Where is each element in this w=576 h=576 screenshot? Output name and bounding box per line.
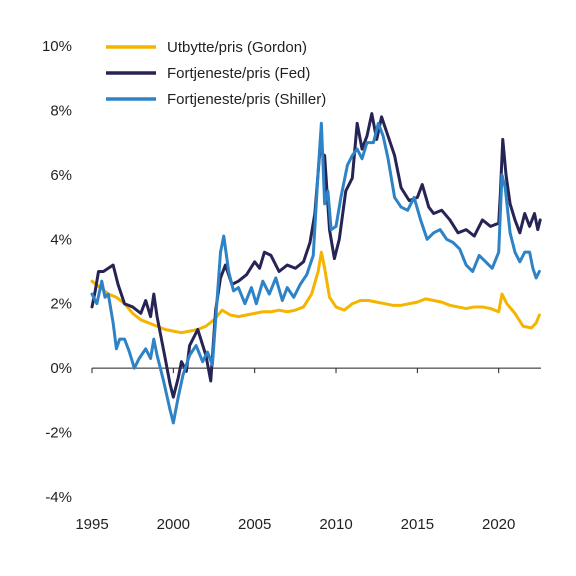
x-ticks: 1995 2000 2005 2010 2015 2020 [75, 368, 515, 533]
y-tick-label: 8% [50, 102, 72, 119]
y-tick-label: 0% [50, 360, 72, 377]
y-tick-label: 4% [50, 231, 72, 248]
legend-label-2: Fortjeneste/pris (Fed) [167, 65, 310, 82]
legend-label-1: Utbytte/pris (Gordon) [167, 39, 307, 56]
y-tick-label: -2% [45, 425, 72, 442]
series-group [90, 112, 542, 425]
legend: Utbytte/pris (Gordon) Fortjeneste/pris (F… [106, 39, 326, 108]
y-tick-label: 6% [50, 167, 72, 184]
legend-label-3: Fortjeneste/pris (Shiller) [167, 91, 326, 108]
series-line-2 [90, 112, 542, 399]
x-tick-label: 2005 [238, 516, 271, 533]
x-tick-label: 1995 [75, 516, 108, 533]
x-tick-label: 2010 [319, 516, 352, 533]
y-tick-label: 10% [42, 38, 72, 55]
x-tick-label: 2015 [401, 516, 434, 533]
x-tick-label: 2020 [482, 516, 515, 533]
x-tick-label: 2000 [157, 516, 190, 533]
y-tick-label: -4% [45, 489, 72, 506]
y-tick-labels: -4% -2% 0% 2% 4% 6% 8% 10% [42, 38, 72, 506]
y-tick-label: 2% [50, 296, 72, 313]
series-line-1 [90, 250, 541, 335]
series-line-3 [90, 121, 541, 425]
